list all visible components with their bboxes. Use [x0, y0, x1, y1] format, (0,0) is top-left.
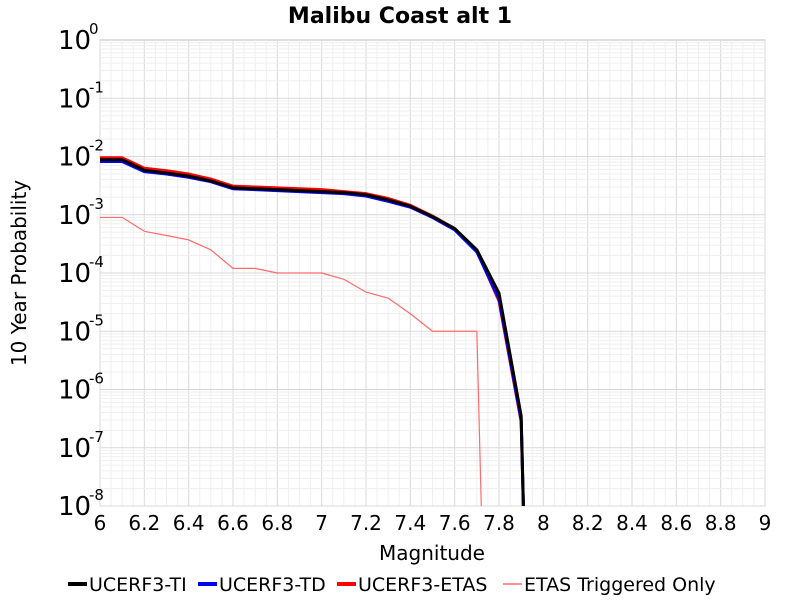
x-tick-label: 8.4	[616, 511, 648, 535]
y-tick-base: 10	[58, 376, 91, 406]
x-tick-label: 6.6	[217, 511, 249, 535]
y-tick-base: 10	[58, 259, 91, 289]
y-tick-label: 10-7	[58, 428, 104, 464]
y-tick-base: 10	[58, 26, 91, 56]
y-tick-exponent: -3	[89, 195, 104, 213]
x-tick-label: 7.6	[439, 511, 471, 535]
y-tick-exponent: 0	[89, 20, 99, 38]
y-tick-exponent: -8	[89, 486, 104, 504]
x-tick-label: 7.8	[483, 511, 515, 535]
legend-item: UCERF3-TI	[68, 574, 187, 596]
legend-label: UCERF3-ETAS	[358, 574, 487, 596]
x-tick-label: 6.2	[128, 511, 160, 535]
y-tick-base: 10	[58, 434, 91, 464]
legend-label: UCERF3-TI	[89, 574, 187, 596]
legend: UCERF3-TI UCERF3-TD UCERF3-ETAS ETAS Trigge…	[68, 574, 716, 596]
grid	[99, 40, 766, 507]
legend-label: UCERF3-TD	[219, 574, 326, 596]
x-axis-label: Magnitude	[379, 541, 485, 565]
series-line-etas-triggered-only	[100, 216, 482, 507]
y-tick-label: 100	[58, 20, 99, 56]
chart-title: Malibu Coast alt 1	[288, 4, 512, 29]
y-tick-exponent: -2	[89, 137, 104, 155]
x-tick-label: 6.8	[261, 511, 293, 535]
x-tick-label: 8.6	[660, 511, 692, 535]
x-tick-label: 6	[94, 511, 107, 535]
y-tick-base: 10	[58, 143, 91, 173]
y-tick-exponent: -5	[89, 311, 104, 329]
series-line-ucerf3-ti	[100, 158, 525, 507]
x-tick-label: 9	[759, 511, 772, 535]
y-tick-exponent: -1	[89, 78, 104, 96]
y-tick-label: 10-8	[58, 486, 104, 522]
x-tick-label: 7	[315, 511, 328, 535]
y-tick-exponent: -7	[89, 428, 104, 446]
y-tick-label: 10-5	[58, 311, 104, 347]
y-tick-label: 10-6	[58, 370, 104, 406]
y-tick-base: 10	[58, 492, 91, 522]
y-tick-label: 10-3	[58, 195, 104, 231]
y-tick-base: 10	[58, 317, 91, 347]
legend-item: ETAS Triggered Only	[503, 574, 716, 596]
x-tick-label: 6.4	[173, 511, 205, 535]
x-axis-ticks: 6 6.2 6.4 6.6 6.8 7 7.2 7.4 7.6 7.8 8 8.2 8.4 8.6 8.8 9	[94, 511, 772, 535]
x-tick-label: 8.8	[705, 511, 737, 535]
x-tick-label: 7.4	[394, 511, 426, 535]
y-tick-label: 10-4	[58, 253, 104, 289]
legend-item: UCERF3-ETAS	[337, 574, 487, 596]
y-tick-exponent: -6	[89, 370, 104, 388]
legend-item: UCERF3-TD	[198, 574, 326, 596]
y-tick-label: 10-2	[58, 137, 104, 173]
y-tick-base: 10	[58, 84, 91, 114]
series-group	[100, 156, 525, 507]
x-tick-label: 8	[537, 511, 550, 535]
x-tick-label: 8.2	[572, 511, 604, 535]
y-axis-label: 10 Year Probability	[7, 180, 31, 366]
y-tick-base: 10	[58, 201, 91, 231]
y-tick-label: 10-1	[58, 78, 104, 114]
legend-label: ETAS Triggered Only	[524, 574, 716, 596]
x-tick-label: 7.2	[350, 511, 382, 535]
y-tick-exponent: -4	[89, 253, 104, 271]
